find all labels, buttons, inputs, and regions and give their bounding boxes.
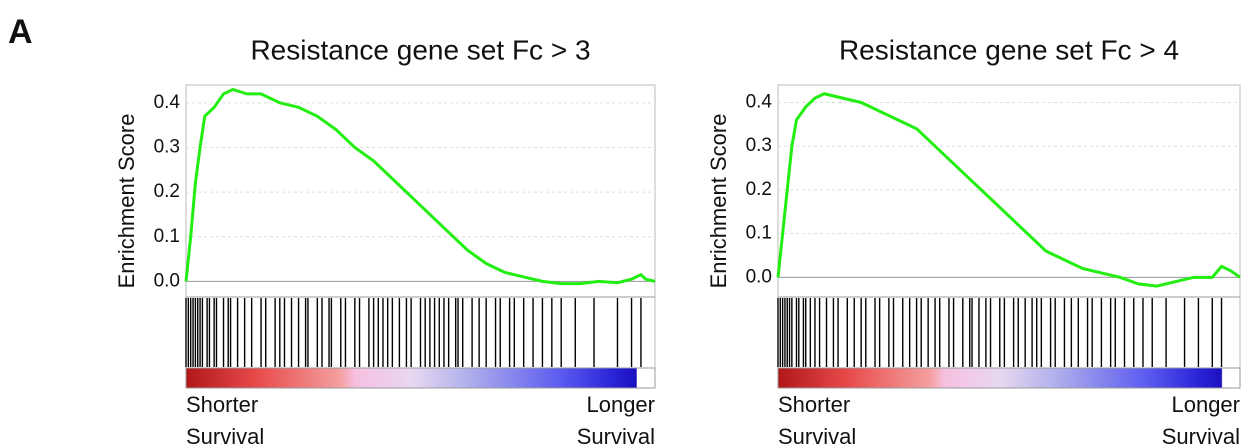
chart-title: Resistance gene set Fc > 4 bbox=[839, 34, 1179, 65]
y-tick-label: 0.4 bbox=[746, 92, 773, 113]
left-label: Survival bbox=[778, 424, 856, 448]
y-tick-label: 0.0 bbox=[154, 270, 180, 291]
plot-area bbox=[777, 84, 1241, 389]
right-label: Survival bbox=[1162, 424, 1240, 448]
rank-bar bbox=[185, 367, 656, 389]
enrichment-line bbox=[184, 87, 656, 286]
right-label: Survival bbox=[577, 424, 655, 448]
right-label: Longer bbox=[1171, 392, 1240, 417]
y-axis-label: Enrichment Score bbox=[114, 114, 139, 289]
rank-bar bbox=[777, 367, 1241, 389]
left-label: Shorter bbox=[778, 392, 850, 417]
panel-label: A bbox=[8, 13, 33, 51]
y-tick-label: 0.2 bbox=[746, 179, 772, 200]
right-label: Longer bbox=[586, 392, 655, 417]
y-tick-label: 0.3 bbox=[154, 136, 180, 157]
y-tick-label: 0.0 bbox=[746, 266, 772, 287]
left-label: Survival bbox=[186, 424, 264, 448]
left-label: Shorter bbox=[186, 392, 258, 417]
y-tick-label: 0.3 bbox=[746, 135, 772, 156]
y-axis-label: Enrichment Score bbox=[706, 114, 731, 289]
chart-title: Resistance gene set Fc > 3 bbox=[250, 34, 590, 65]
y-tick-label: 0.1 bbox=[746, 223, 772, 244]
y-tick-label: 0.2 bbox=[154, 181, 180, 202]
y-tick-label: 0.4 bbox=[154, 92, 181, 113]
enrichment-line bbox=[776, 92, 1241, 288]
y-tick-label: 0.1 bbox=[154, 226, 180, 247]
